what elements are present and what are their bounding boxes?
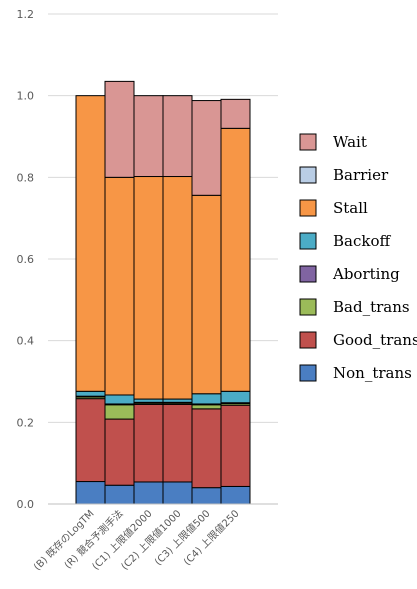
legend-label: Stall: [333, 199, 368, 217]
legend-label: Non_trans: [333, 364, 412, 382]
legend-swatch: [299, 331, 317, 349]
bar-segment-non-trans: [104, 484, 135, 505]
bar-segment-non-trans: [75, 481, 106, 505]
bar-segment-wait: [220, 98, 251, 129]
legend-swatch: [299, 166, 317, 184]
bar-segment-good-trans: [75, 398, 106, 483]
legend-swatch: [299, 199, 317, 217]
x-axis-ticks: (B) 既存のLogTM(R) 競合予測手法(C1) 上限値2000(C2) 上…: [31, 507, 242, 573]
y-tick-label: 0.0: [17, 498, 35, 511]
bar-segment-backoff: [191, 393, 222, 405]
bar-segment-good-trans: [104, 418, 135, 486]
bar-segment-good-trans: [220, 404, 251, 487]
bar-segment-stall: [162, 176, 193, 400]
y-tick-label: 0.8: [17, 171, 35, 184]
bar-segment-backoff: [75, 390, 106, 397]
bar-segment-wait: [133, 95, 164, 178]
legend-swatch: [299, 133, 317, 151]
legend-swatch: [299, 298, 317, 316]
y-tick-label: 0.2: [17, 416, 35, 429]
y-axis-ticks: 0.0 0.2 0.4 0.6 0.8 1.0 1.2: [17, 8, 35, 511]
bar-segment-good-trans: [191, 408, 222, 489]
bar-segment-non-trans: [162, 481, 193, 505]
legend-swatch: [299, 265, 317, 283]
bar-segment-non-trans: [220, 485, 251, 505]
bars: [75, 80, 251, 505]
y-tick-label: 0.6: [17, 253, 35, 266]
legend-label: Barrier: [333, 166, 389, 184]
bar-segment-good-trans: [133, 403, 164, 483]
legend-label: Aborting: [332, 265, 400, 283]
bar-segment-bad-trans: [191, 404, 222, 410]
bar-segment-wait: [191, 100, 222, 196]
legend-label: Backoff: [333, 232, 391, 250]
bar-segment-bad-trans: [104, 404, 135, 420]
bar-segment-stall: [104, 176, 135, 396]
bar-segment-non-trans: [133, 481, 164, 505]
bar-segment-backoff: [104, 394, 135, 405]
y-tick-label: 1.2: [17, 8, 35, 21]
bar-segment-backoff: [220, 390, 251, 404]
bar-segment-stall: [75, 95, 106, 392]
bar-segment-stall: [220, 127, 251, 392]
bar-segment-good-trans: [162, 403, 193, 483]
legend: Wait Barrier Stall Backoff Aborting Bad_trans…: [299, 133, 417, 382]
bar-segment-stall: [133, 176, 164, 400]
bar-segment-stall: [191, 194, 222, 395]
y-tick-label: 0.4: [17, 335, 35, 348]
bar-segment-wait: [104, 80, 135, 178]
legend-label: Good_trans: [333, 331, 417, 349]
y-tick-label: 1.0: [17, 90, 35, 103]
bar-segment-wait: [162, 95, 193, 178]
bar-segment-non-trans: [191, 487, 222, 505]
legend-label: Bad_trans: [333, 298, 410, 316]
legend-label: Wait: [333, 133, 367, 151]
legend-swatch: [299, 364, 317, 382]
legend-swatch: [299, 232, 317, 250]
